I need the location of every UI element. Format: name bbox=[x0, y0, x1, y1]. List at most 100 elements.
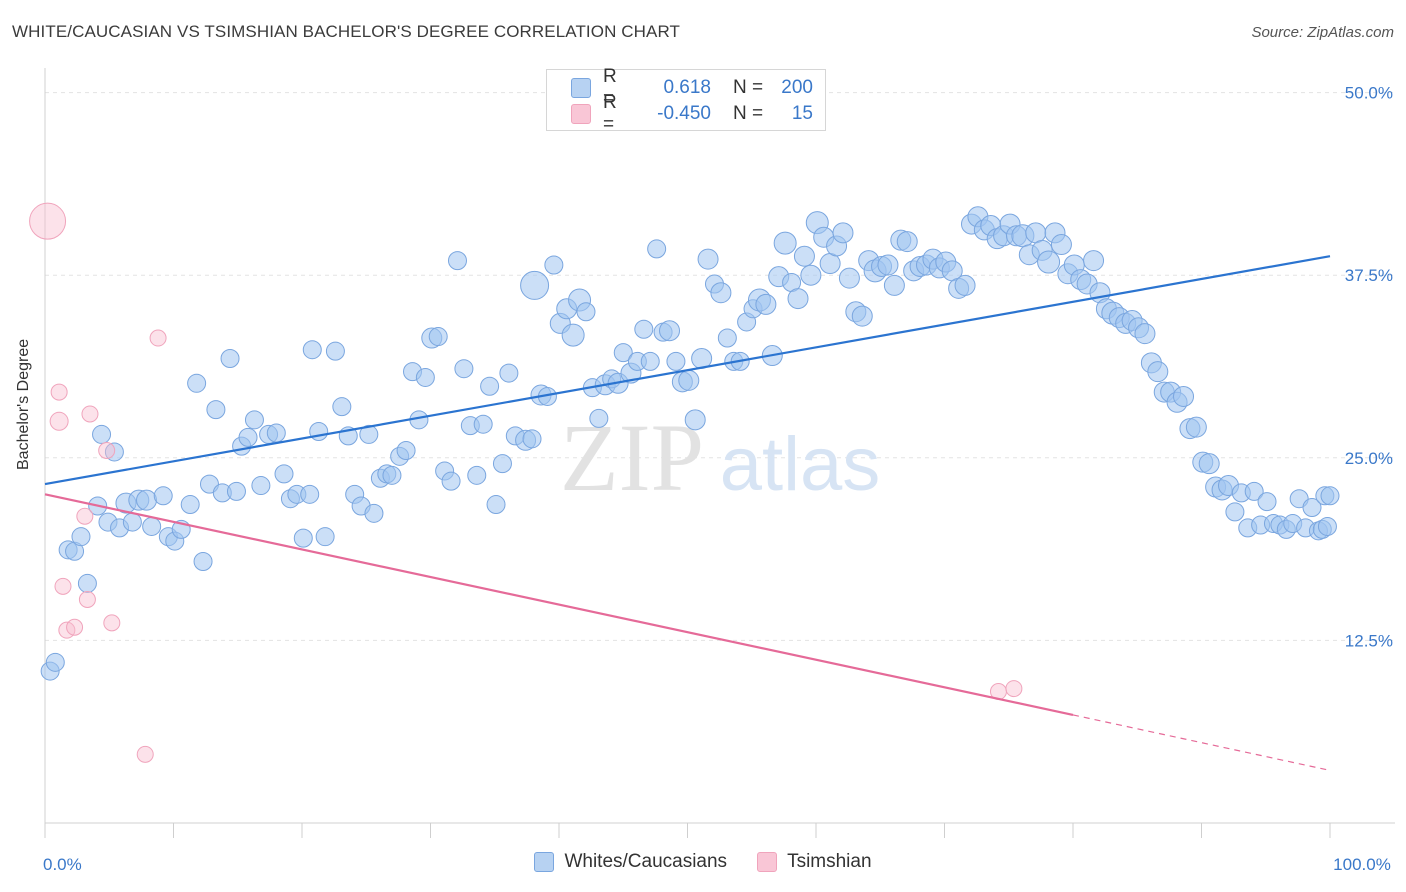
white-caucasian-point bbox=[454, 359, 474, 379]
tsimshian-point bbox=[149, 329, 167, 347]
legend-item-white: Whites/Caucasians bbox=[534, 851, 727, 873]
white-caucasian-point bbox=[659, 320, 681, 342]
white-caucasian-point bbox=[492, 454, 512, 474]
white-caucasian-point bbox=[309, 422, 329, 442]
white-caucasian-point bbox=[1050, 234, 1072, 256]
gridlines bbox=[45, 92, 1395, 641]
white-caucasian-point bbox=[793, 245, 815, 267]
white-caucasian-point bbox=[325, 341, 345, 361]
tsimshian-trend-line bbox=[44, 493, 1074, 716]
white-caucasian-point bbox=[136, 489, 158, 511]
white-caucasian-point bbox=[1317, 516, 1337, 536]
tsimshian-point bbox=[54, 577, 72, 595]
white-caucasian-point bbox=[226, 481, 246, 501]
white-caucasian-point bbox=[755, 293, 777, 315]
y-tick-label: 50.0% bbox=[1345, 84, 1393, 103]
white-caucasian-point bbox=[71, 527, 91, 547]
white-caucasian-point bbox=[499, 363, 519, 383]
x-tick-label: 100.0% bbox=[1333, 855, 1391, 874]
white-caucasian-point bbox=[193, 552, 213, 572]
white-caucasian-point bbox=[315, 527, 335, 547]
white-caucasian-point bbox=[1083, 250, 1105, 272]
legend-n-value: 15 bbox=[791, 103, 813, 124]
white-caucasian-point bbox=[473, 414, 493, 434]
white-caucasian-point bbox=[678, 369, 700, 391]
white-caucasian-point bbox=[153, 486, 173, 506]
white-caucasian-point bbox=[274, 464, 294, 484]
white-caucasian-point bbox=[1225, 502, 1245, 522]
white-caucasian-point bbox=[415, 367, 435, 387]
legend-r-value: -0.450 bbox=[657, 103, 711, 124]
white-caucasian-point bbox=[561, 323, 585, 347]
white-caucasian-point bbox=[576, 302, 596, 322]
white-caucasian-point bbox=[1173, 385, 1195, 407]
y-tick-label: 37.5% bbox=[1345, 266, 1393, 285]
series-legend: Whites/Caucasians Tsimshian bbox=[0, 851, 1406, 873]
tsimshian-point bbox=[81, 405, 99, 423]
white-caucasian-point bbox=[467, 465, 487, 485]
white-caucasian-point bbox=[447, 251, 467, 271]
legend-n-value: 200 bbox=[781, 77, 813, 98]
white-caucasian-point bbox=[359, 424, 379, 444]
white-caucasian-point bbox=[773, 231, 797, 255]
white-caucasian-point bbox=[1134, 323, 1156, 345]
legend-swatch-tsimshian bbox=[757, 852, 778, 872]
legend-swatch-white bbox=[534, 852, 555, 872]
legend-r-label: R = bbox=[603, 66, 617, 109]
legend-item-tsimshian: Tsimshian bbox=[757, 851, 872, 873]
white-caucasian-point bbox=[684, 409, 706, 431]
white-caucasian-point bbox=[396, 441, 416, 460]
legend-row-tsimshian: R = -0.450 N = 15 bbox=[571, 92, 813, 135]
legend-r-label: R = bbox=[603, 92, 617, 135]
tsimshian-point bbox=[49, 411, 69, 431]
tsimshian-point bbox=[50, 383, 68, 401]
white-caucasian-point bbox=[1244, 481, 1264, 501]
axes bbox=[44, 68, 1395, 838]
x-tick-label: 0.0% bbox=[43, 855, 82, 874]
white-caucasian-point bbox=[832, 222, 854, 244]
white-caucasian-point bbox=[1185, 416, 1207, 438]
white-caucasian-point bbox=[634, 319, 654, 339]
tsimshian-points bbox=[29, 202, 1023, 763]
tsimshian-point bbox=[78, 591, 96, 608]
white-caucasian-point bbox=[1025, 222, 1047, 244]
legend-r-value: 0.618 bbox=[663, 77, 711, 98]
white-caucasian-point bbox=[613, 343, 633, 363]
legend-label-white: Whites/Caucasians bbox=[564, 851, 728, 872]
legend-n-label: N = bbox=[733, 77, 764, 98]
white-caucasian-point bbox=[1037, 250, 1061, 274]
white-caucasian-point bbox=[717, 328, 737, 348]
white-caucasian-point bbox=[544, 255, 564, 275]
white-caucasian-point bbox=[800, 264, 822, 286]
y-tick-label: 12.5% bbox=[1345, 631, 1393, 650]
white-caucasian-point bbox=[589, 408, 609, 428]
tsimshian-point bbox=[103, 614, 121, 632]
legend-n-label: N = bbox=[733, 103, 764, 124]
white-caucasian-point bbox=[293, 528, 313, 548]
white-caucasian-point bbox=[238, 427, 258, 447]
white-caucasian-point bbox=[787, 288, 809, 310]
white-caucasian-point bbox=[187, 373, 207, 393]
white-caucasian-point bbox=[522, 429, 542, 449]
white-caucasian-point bbox=[441, 471, 461, 491]
white-caucasian-point bbox=[520, 270, 550, 300]
legend-label-tsimshian: Tsimshian bbox=[787, 851, 872, 872]
white-caucasian-point bbox=[1257, 492, 1277, 512]
watermark-atlas: atlas bbox=[720, 422, 881, 507]
white-caucasian-point bbox=[838, 267, 860, 289]
legend-row-white: R = 0.618 N = 200 bbox=[571, 66, 813, 109]
white-caucasian-point bbox=[1147, 361, 1169, 383]
white-caucasian-point bbox=[877, 254, 899, 276]
white-caucasian-point bbox=[486, 495, 506, 515]
source-label: Source: ZipAtlas.com bbox=[1251, 24, 1394, 41]
tsimshian-point bbox=[76, 507, 94, 525]
legend-swatch-white bbox=[571, 78, 591, 98]
tsimshian-point bbox=[1005, 680, 1023, 698]
white-caucasian-point bbox=[819, 253, 841, 275]
tsimshian-point bbox=[29, 202, 67, 240]
white-caucasian-point bbox=[896, 231, 918, 253]
white-caucasian-point bbox=[122, 512, 142, 532]
white-caucasian-point bbox=[1198, 453, 1220, 475]
white-caucasian-point bbox=[220, 348, 240, 368]
watermark: ZIP atlas bbox=[560, 404, 880, 511]
